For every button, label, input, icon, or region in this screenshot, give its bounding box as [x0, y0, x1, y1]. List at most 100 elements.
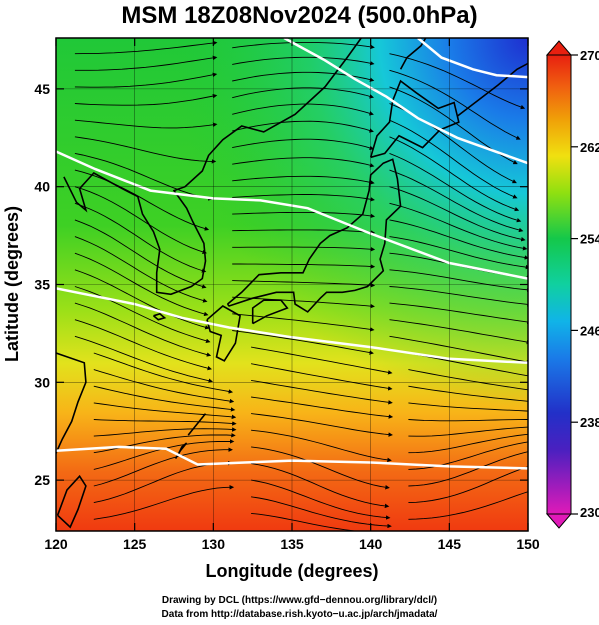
streamline-34: [232, 330, 374, 355]
streamline-24: [93, 385, 236, 412]
coast-shikoku: [251, 299, 289, 325]
streamline-81: [74, 55, 218, 71]
streamline-42: [74, 286, 211, 343]
grid-lines: [56, 38, 528, 531]
streamline-84: [74, 40, 218, 55]
streamline-46: [232, 263, 376, 269]
streamline-40: [232, 296, 375, 309]
coast-hokkaido: [369, 79, 460, 159]
coast-asia-west: [63, 38, 362, 296]
streamline-53: [389, 236, 528, 270]
streamline-73: [232, 103, 374, 116]
streamline-58: [232, 194, 375, 202]
streamline-28: [251, 363, 393, 391]
streamline-32: [408, 352, 528, 377]
streamline-8: [408, 451, 528, 487]
streamline-70: [232, 120, 374, 133]
streamline-13: [251, 446, 390, 490]
streamline-22: [251, 396, 394, 419]
streamline-25: [251, 379, 393, 405]
streamline-86: [389, 53, 526, 110]
colorbar-tick-label-270: 270: [580, 48, 599, 63]
y-tick-label-40: 40: [34, 179, 50, 195]
streamline-55: [232, 211, 376, 219]
streamline-59: [389, 202, 528, 251]
x-tick-label-125: 125: [123, 536, 147, 552]
streamline-30: [93, 352, 234, 394]
colorbar: 230 238 246 254 262 270: [545, 40, 599, 529]
streamline-14: [408, 433, 528, 454]
streamline-52: [232, 229, 376, 235]
y-tick-label-25: 25: [34, 472, 50, 488]
streamline-63: [74, 169, 210, 231]
temperature-contours: [56, 38, 528, 470]
x-tick-label-150: 150: [516, 536, 540, 552]
colorbar-tick-label-254: 254: [580, 232, 599, 247]
streamline-56: [389, 219, 528, 260]
streamline-26: [408, 385, 528, 402]
streamline-48: [74, 252, 209, 317]
streamline-47: [389, 269, 528, 293]
streamline-64: [232, 157, 375, 168]
streamline-43: [232, 280, 376, 288]
y-tick-label-30: 30: [34, 374, 50, 390]
streamline-54: [74, 219, 207, 289]
streamline-37: [232, 313, 375, 332]
streamline-27: [93, 369, 235, 404]
coast-china-south: [56, 352, 87, 456]
streamline-33: [74, 335, 214, 383]
x-axis-ticks: 120 125 130 135 140 145 150: [44, 38, 540, 552]
streamline-68: [389, 152, 522, 223]
streamline-35: [389, 335, 528, 365]
colorbar-tick-label-238: 238: [580, 415, 599, 430]
streamline-66: [74, 152, 213, 201]
coast-kurils: [456, 62, 528, 117]
contour-line-4: [417, 38, 528, 79]
streamline-17: [408, 426, 528, 437]
streamline-11: [408, 441, 528, 470]
colorbar-top-arrow: [545, 40, 573, 56]
coast-taiwan: [56, 474, 87, 529]
x-tick-label-140: 140: [359, 536, 383, 552]
x-axis-label: Longitude (degrees): [205, 561, 378, 581]
streamline-44: [389, 286, 528, 307]
credit-drawing: Drawing by DCL (https://www.gfd−dennou.o…: [161, 595, 438, 606]
streamline-19: [251, 413, 393, 437]
streamline-38: [389, 319, 528, 345]
streamline-67: [232, 138, 375, 151]
streamline-16: [251, 429, 392, 463]
streamline-57: [74, 202, 207, 273]
colorbar-tick-label-262: 262: [580, 140, 599, 155]
streamline-0: [93, 485, 235, 520]
y-axis-label: Latitude (degrees): [2, 206, 22, 362]
streamline-18: [93, 419, 237, 426]
streamline-82: [232, 56, 375, 66]
streamline-45: [74, 269, 210, 330]
y-tick-label-45: 45: [34, 81, 50, 97]
chart-title: MSM 18Z08Nov2024 (500.0hPa): [121, 2, 478, 29]
streamline-12: [93, 432, 236, 454]
streamline-39: [74, 302, 212, 357]
streamline-60: [74, 186, 207, 254]
streamline-2: [408, 491, 528, 520]
streamline-75: [74, 93, 218, 106]
streamline-10: [251, 463, 390, 509]
streamline-85: [232, 41, 375, 50]
streamline-1: [251, 512, 359, 531]
coast-okinawa: [174, 442, 188, 460]
streamline-71: [389, 136, 520, 212]
streamline-21: [93, 402, 237, 420]
streamline-62: [389, 186, 526, 242]
streamline-23: [408, 402, 528, 412]
coast-ryukyu: [187, 413, 207, 436]
coast-kyushu: [206, 305, 241, 362]
streamline-76: [232, 87, 374, 99]
x-tick-label-135: 135: [280, 536, 304, 552]
streamline-78: [74, 72, 218, 88]
contour-line-1: [56, 287, 528, 365]
streamline-7: [251, 479, 391, 520]
streamline-83: [389, 69, 521, 140]
y-tick-label-35: 35: [34, 277, 50, 293]
streamline-61: [232, 175, 375, 185]
